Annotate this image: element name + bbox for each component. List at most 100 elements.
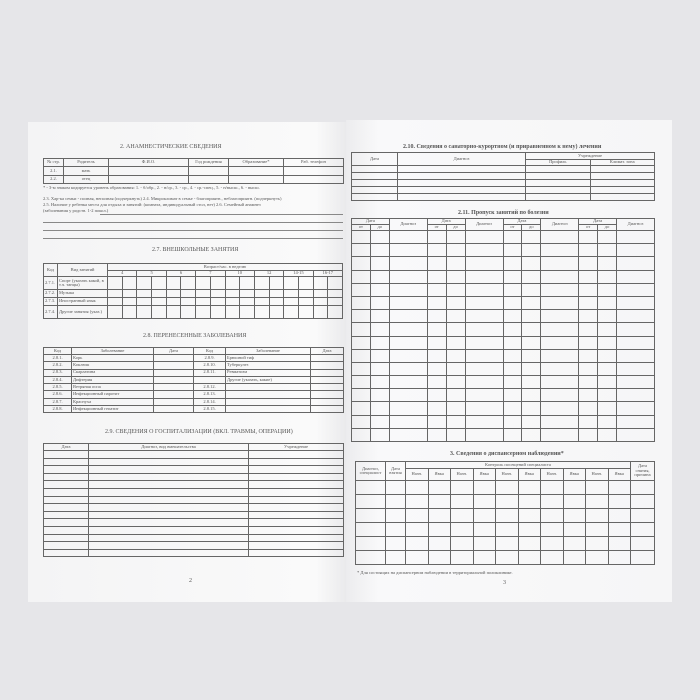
input-cell[interactable]: [502, 388, 523, 403]
input-cell[interactable]: [589, 165, 655, 173]
input-cell[interactable]: [607, 522, 631, 537]
input-cell[interactable]: [578, 348, 599, 363]
input-cell[interactable]: [616, 388, 655, 403]
input-cell[interactable]: [502, 282, 523, 297]
input-cell[interactable]: [253, 305, 270, 319]
input-cell[interactable]: [369, 375, 390, 390]
input-cell[interactable]: [136, 305, 153, 319]
input-cell[interactable]: [427, 522, 451, 537]
input-cell[interactable]: [351, 361, 371, 377]
input-cell[interactable]: [562, 480, 586, 495]
input-cell[interactable]: [445, 427, 466, 443]
input-cell[interactable]: [597, 282, 617, 297]
input-cell[interactable]: [445, 256, 466, 271]
input-cell[interactable]: [136, 276, 153, 290]
input-cell[interactable]: [502, 295, 523, 311]
input-cell[interactable]: [630, 480, 655, 495]
input-cell[interactable]: [369, 256, 390, 271]
input-cell[interactable]: [521, 229, 542, 245]
date-cell[interactable]: [153, 383, 194, 392]
input-cell[interactable]: [495, 522, 519, 537]
input-cell[interactable]: [521, 375, 542, 390]
input-cell[interactable]: [248, 487, 344, 497]
input-cell[interactable]: [385, 522, 406, 537]
input-cell[interactable]: [607, 494, 631, 509]
input-cell[interactable]: [283, 297, 299, 306]
input-cell[interactable]: [88, 525, 249, 535]
input-cell[interactable]: [607, 508, 631, 523]
input-cell[interactable]: [597, 243, 617, 258]
input-cell[interactable]: [616, 322, 655, 337]
input-cell[interactable]: [521, 401, 542, 416]
input-cell[interactable]: [426, 427, 447, 443]
input-cell[interactable]: [464, 375, 504, 390]
input-cell[interactable]: [43, 487, 89, 497]
input-cell[interactable]: [597, 361, 617, 377]
input-cell[interactable]: [616, 401, 655, 416]
input-cell[interactable]: [43, 533, 89, 543]
input-cell[interactable]: [88, 548, 249, 558]
input-cell[interactable]: [369, 229, 390, 245]
input-cell[interactable]: [188, 174, 229, 184]
input-cell[interactable]: [388, 335, 428, 350]
input-cell[interactable]: [585, 522, 609, 537]
input-cell[interactable]: [521, 295, 542, 311]
input-cell[interactable]: [445, 361, 466, 377]
input-cell[interactable]: [445, 414, 466, 429]
input-cell[interactable]: [385, 494, 406, 509]
input-cell[interactable]: [502, 229, 523, 245]
input-cell[interactable]: [209, 289, 226, 298]
input-cell[interactable]: [88, 457, 249, 467]
input-cell[interactable]: [495, 536, 519, 551]
input-cell[interactable]: [562, 536, 586, 551]
input-cell[interactable]: [472, 480, 496, 495]
input-cell[interactable]: [464, 427, 504, 443]
input-cell[interactable]: [502, 414, 523, 429]
input-cell[interactable]: [495, 508, 519, 523]
input-cell[interactable]: [607, 480, 631, 495]
input-cell[interactable]: [180, 297, 197, 306]
input-cell[interactable]: [88, 472, 249, 482]
input-cell[interactable]: [369, 348, 390, 363]
input-cell[interactable]: [43, 548, 89, 558]
input-cell[interactable]: [540, 414, 580, 429]
input-cell[interactable]: [209, 297, 226, 306]
input-cell[interactable]: [351, 269, 371, 284]
input-cell[interactable]: [248, 450, 344, 459]
input-cell[interactable]: [464, 256, 504, 271]
input-cell[interactable]: [248, 518, 344, 527]
input-cell[interactable]: [472, 550, 496, 565]
input-cell[interactable]: [540, 536, 564, 551]
input-cell[interactable]: [426, 322, 447, 337]
input-cell[interactable]: [525, 172, 591, 180]
input-cell[interactable]: [312, 276, 329, 290]
input-cell[interactable]: [597, 295, 617, 311]
input-cell[interactable]: [283, 166, 344, 176]
input-cell[interactable]: [445, 295, 466, 311]
input-cell[interactable]: [597, 427, 617, 443]
input-cell[interactable]: [385, 508, 406, 523]
input-cell[interactable]: [224, 297, 241, 306]
input-cell[interactable]: [397, 186, 526, 194]
date-cell[interactable]: [153, 390, 194, 399]
input-cell[interactable]: [464, 401, 504, 416]
input-cell[interactable]: [88, 487, 249, 497]
input-cell[interactable]: [616, 348, 655, 363]
input-cell[interactable]: [43, 457, 89, 467]
input-cell[interactable]: [369, 335, 390, 350]
input-cell[interactable]: [253, 276, 270, 290]
input-cell[interactable]: [540, 361, 580, 377]
input-cell[interactable]: [540, 401, 580, 416]
input-cell[interactable]: [195, 289, 211, 298]
input-cell[interactable]: [351, 179, 398, 187]
date-cell[interactable]: [310, 368, 344, 377]
input-cell[interactable]: [427, 480, 451, 495]
input-cell[interactable]: [297, 289, 314, 298]
input-cell[interactable]: [540, 375, 580, 390]
input-cell[interactable]: [107, 276, 123, 290]
input-cell[interactable]: [630, 494, 655, 509]
date-cell[interactable]: [310, 397, 344, 407]
input-cell[interactable]: [327, 276, 343, 290]
input-cell[interactable]: [540, 508, 564, 523]
input-cell[interactable]: [351, 401, 371, 416]
